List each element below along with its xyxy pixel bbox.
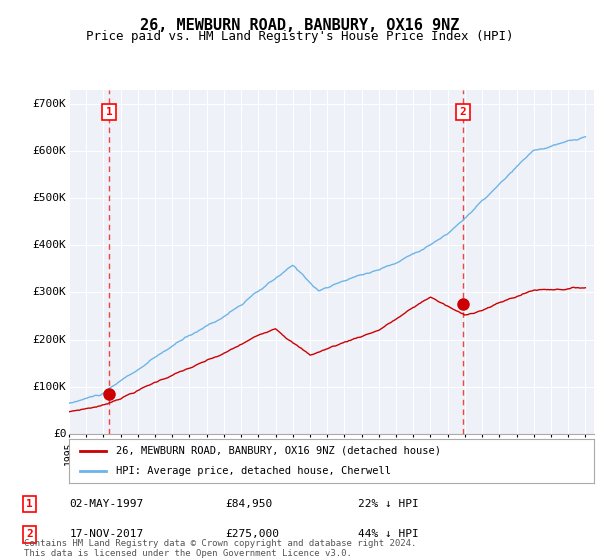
Text: 2: 2 [460, 107, 466, 117]
Text: £275,000: £275,000 [225, 529, 279, 539]
Text: 17-NOV-2017: 17-NOV-2017 [70, 529, 144, 539]
Text: £600K: £600K [32, 146, 67, 156]
Text: Contains HM Land Registry data © Crown copyright and database right 2024.
This d: Contains HM Land Registry data © Crown c… [24, 539, 416, 558]
Text: 26, MEWBURN ROAD, BANBURY, OX16 9NZ: 26, MEWBURN ROAD, BANBURY, OX16 9NZ [140, 18, 460, 33]
Text: 2: 2 [26, 529, 32, 539]
Text: 26, MEWBURN ROAD, BANBURY, OX16 9NZ (detached house): 26, MEWBURN ROAD, BANBURY, OX16 9NZ (det… [116, 446, 441, 456]
Text: £200K: £200K [32, 335, 67, 344]
Text: 22% ↓ HPI: 22% ↓ HPI [358, 499, 418, 509]
Text: 44% ↓ HPI: 44% ↓ HPI [358, 529, 418, 539]
Text: £400K: £400K [32, 240, 67, 250]
Text: £84,950: £84,950 [225, 499, 272, 509]
Text: £700K: £700K [32, 99, 67, 109]
Text: £300K: £300K [32, 287, 67, 297]
Text: £500K: £500K [32, 193, 67, 203]
Text: Price paid vs. HM Land Registry's House Price Index (HPI): Price paid vs. HM Land Registry's House … [86, 30, 514, 43]
Text: 02-MAY-1997: 02-MAY-1997 [70, 499, 144, 509]
Text: £100K: £100K [32, 382, 67, 392]
Text: £0: £0 [53, 429, 67, 439]
Text: 1: 1 [26, 499, 32, 509]
Text: HPI: Average price, detached house, Cherwell: HPI: Average price, detached house, Cher… [116, 466, 391, 476]
Text: 1: 1 [106, 107, 112, 117]
